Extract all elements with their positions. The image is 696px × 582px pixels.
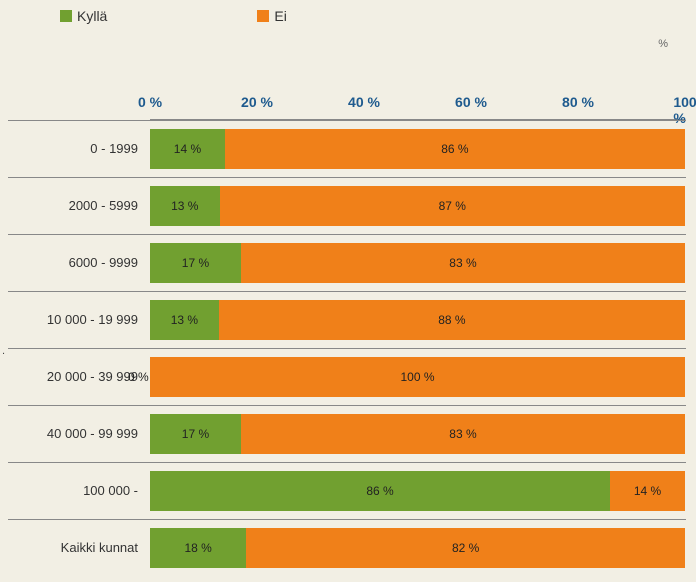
- x-axis-tick: 0 %: [138, 94, 162, 110]
- legend-item: Kyllä: [60, 8, 107, 24]
- bar-segment-no: 100 %: [150, 357, 685, 397]
- chart-row: 6000 - 999917 %83 %: [0, 234, 696, 291]
- bar-segment-yes: 13 %: [150, 186, 220, 226]
- bar-segment-yes: 17 %: [150, 243, 241, 283]
- legend-swatch: [60, 10, 72, 22]
- category-label: 100 000 -: [0, 483, 150, 498]
- bar-segment-yes: 18 %: [150, 528, 246, 568]
- unit-label: %: [658, 38, 668, 50]
- bar-area: 18 %82 %: [150, 519, 685, 576]
- bar-stack: 86 %14 %: [150, 471, 685, 511]
- legend-label: Ei: [274, 8, 286, 24]
- bar-segment-no: 87 %: [220, 186, 685, 226]
- bar-area: 13 %88 %: [150, 291, 685, 348]
- bar-segment-no: 88 %: [219, 300, 685, 340]
- bar-segment-no: 86 %: [225, 129, 685, 169]
- chart-area: 0 %20 %40 %60 %80 %100 % 0 - 199914 %86 …: [0, 90, 696, 582]
- chart-rows: 0 - 199914 %86 %2000 - 599913 %87 %6000 …: [0, 120, 696, 576]
- bar-segment-yes: 86 %: [150, 471, 610, 511]
- bar-stack: 17 %83 %: [150, 414, 685, 454]
- chart-row: 100 000 -86 %14 %: [0, 462, 696, 519]
- bar-segment-yes: 14 %: [150, 129, 225, 169]
- bar-segment-yes: 17 %: [150, 414, 241, 454]
- chart-row: 40 000 - 99 99917 %83 %: [0, 405, 696, 462]
- bar-area: 13 %87 %: [150, 177, 685, 234]
- x-axis-tick: 40 %: [348, 94, 380, 110]
- chart-row: 2000 - 599913 %87 %: [0, 177, 696, 234]
- chart-legend: Kyllä Ei: [60, 8, 287, 24]
- bar-stack: 17 %83 %: [150, 243, 685, 283]
- category-label: 2000 - 5999: [0, 198, 150, 213]
- bar-segment-no: 14 %: [610, 471, 685, 511]
- bar-stack: 18 %82 %: [150, 528, 685, 568]
- legend-swatch: [257, 10, 269, 22]
- chart-row: 10 000 - 19 99913 %88 %: [0, 291, 696, 348]
- bar-area: 0 %100 %: [150, 348, 685, 405]
- bar-area: 86 %14 %: [150, 462, 685, 519]
- x-axis-tick: 20 %: [241, 94, 273, 110]
- bar-area: 17 %83 %: [150, 405, 685, 462]
- bar-segment-no: 83 %: [241, 414, 685, 454]
- bar-segment-no: 82 %: [246, 528, 685, 568]
- x-axis-tick: 80 %: [562, 94, 594, 110]
- bar-area: 14 %86 %: [150, 120, 685, 177]
- legend-label: Kyllä: [77, 8, 107, 24]
- category-label: 40 000 - 99 999: [0, 426, 150, 441]
- category-label: 0 - 1999: [0, 141, 150, 156]
- bar-stack: 13 %87 %: [150, 186, 685, 226]
- category-label: 6000 - 9999: [0, 255, 150, 270]
- legend-item: Ei: [257, 8, 286, 24]
- bar-segment-no: 83 %: [241, 243, 685, 283]
- bar-stack: 14 %86 %: [150, 129, 685, 169]
- x-axis-tick: 60 %: [455, 94, 487, 110]
- chart-row: 20 000 - 39 9990 %100 %: [0, 348, 696, 405]
- bar-stack: 0 %100 %: [150, 357, 685, 397]
- category-label: Kaikki kunnat: [0, 540, 150, 555]
- x-axis: 0 %20 %40 %60 %80 %100 %: [150, 90, 685, 120]
- bar-segment-yes: 13 %: [150, 300, 219, 340]
- bar-area: 17 %83 %: [150, 234, 685, 291]
- chart-row: Kaikki kunnat18 %82 %: [0, 519, 696, 576]
- bar-stack: 13 %88 %: [150, 300, 685, 340]
- chart-row: 0 - 199914 %86 %: [0, 120, 696, 177]
- category-label: 10 000 - 19 999: [0, 312, 150, 327]
